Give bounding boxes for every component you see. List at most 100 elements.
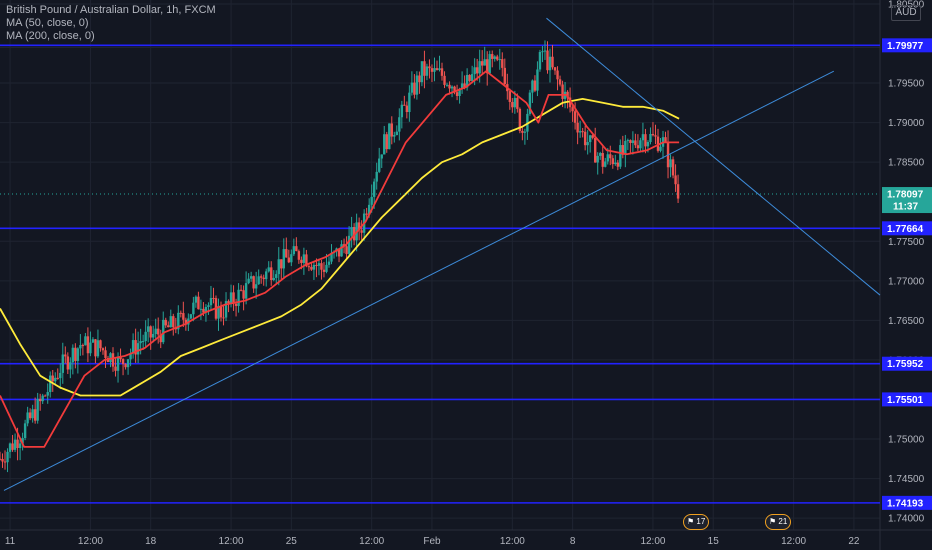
candle-body	[249, 276, 253, 279]
candle-body	[69, 362, 72, 370]
candle-body	[262, 277, 265, 280]
candle-body	[415, 75, 419, 95]
candle-body	[435, 68, 439, 71]
candle-body	[460, 83, 464, 89]
candle-body	[71, 347, 75, 363]
candle-body	[36, 398, 39, 421]
candle-body	[267, 267, 270, 272]
candle-body	[420, 61, 424, 83]
currency-badge[interactable]: AUD	[891, 5, 921, 21]
candle-body	[109, 353, 112, 363]
candle-body	[400, 104, 404, 118]
candle-body	[182, 313, 185, 320]
candle-body	[654, 135, 657, 137]
candle-body	[644, 134, 647, 147]
candle-body	[528, 92, 532, 114]
candle-body	[536, 69, 539, 91]
candle-body	[252, 276, 255, 289]
candle-body	[1, 459, 4, 462]
candle-body	[46, 392, 49, 396]
candle-body	[247, 278, 250, 284]
candle-body	[104, 350, 107, 358]
level-price-box	[882, 495, 932, 510]
candle-body	[189, 314, 193, 319]
level-price-label: 1.79977	[887, 41, 924, 52]
y-tick-label: 1.74500	[888, 474, 925, 485]
candle-body	[418, 75, 421, 83]
candle-body	[646, 141, 650, 147]
x-tick-label: 15	[708, 536, 720, 547]
candle-body	[636, 145, 640, 149]
candle-body	[533, 80, 537, 91]
candle-body	[91, 339, 95, 343]
candle-body	[629, 140, 632, 143]
candle-body	[337, 248, 341, 257]
x-tick-label: 12:00	[781, 536, 806, 547]
candle-body	[483, 59, 486, 66]
candle-body	[320, 263, 323, 270]
candle-body	[119, 356, 122, 360]
candle-body	[76, 348, 80, 361]
candle-body	[164, 319, 167, 326]
candle-body	[410, 82, 414, 93]
candle-body	[588, 135, 592, 143]
candle-body	[538, 51, 542, 70]
candle-body	[23, 423, 27, 439]
candle-body	[177, 312, 180, 330]
candle-body	[521, 130, 524, 133]
level-price-box	[882, 221, 932, 236]
last-price-box	[882, 187, 932, 214]
y-tick-label: 1.76500	[888, 316, 925, 327]
candle-body	[390, 123, 393, 137]
candle-body	[609, 154, 612, 159]
ma200-legend: MA (200, close, 0)	[6, 30, 95, 42]
candle-body	[84, 336, 87, 346]
candle-body	[626, 140, 630, 142]
candle-body	[325, 264, 328, 272]
candle-body	[89, 342, 92, 354]
candle-body	[430, 68, 434, 72]
candle-body	[380, 154, 383, 159]
candle-body	[49, 375, 52, 393]
y-tick-label: 1.77000	[888, 276, 925, 287]
candle-body	[0, 458, 2, 460]
candle-body	[21, 438, 24, 444]
candle-body	[287, 257, 291, 263]
candle-body	[317, 263, 321, 266]
candle-body	[310, 266, 313, 270]
candle-body	[470, 74, 474, 81]
candle-body	[6, 451, 9, 463]
candle-body	[270, 267, 273, 281]
candle-body	[450, 86, 454, 89]
candle-body	[621, 145, 625, 155]
candle-body	[551, 56, 554, 68]
economic-event-badge[interactable]: ⚑ 21	[765, 514, 792, 530]
candle-body	[26, 412, 29, 424]
candle-body	[199, 308, 203, 310]
candle-body	[365, 213, 368, 215]
candle-body	[234, 303, 238, 306]
candle-body	[227, 301, 230, 304]
candle-body	[443, 75, 446, 85]
candle-body	[413, 82, 416, 95]
candle-body	[179, 312, 183, 314]
candle-body	[134, 340, 137, 355]
economic-event-badge[interactable]: ⚑ 17	[683, 514, 710, 530]
candle-body	[601, 153, 604, 167]
candle-body	[583, 131, 587, 146]
candle-body	[207, 305, 210, 307]
candle-body	[498, 59, 501, 61]
candle-body	[405, 105, 409, 113]
candle-body	[13, 439, 17, 450]
candle-body	[192, 302, 195, 315]
candle-body	[111, 353, 115, 367]
flag-icon: ⚑	[769, 517, 777, 526]
candle-body	[51, 375, 54, 382]
candle-body	[616, 162, 620, 167]
candle-body	[546, 50, 549, 71]
candle-body	[74, 347, 77, 361]
candle-body	[548, 56, 552, 71]
x-tick-label: 22	[848, 536, 860, 547]
candle-body	[594, 137, 597, 163]
